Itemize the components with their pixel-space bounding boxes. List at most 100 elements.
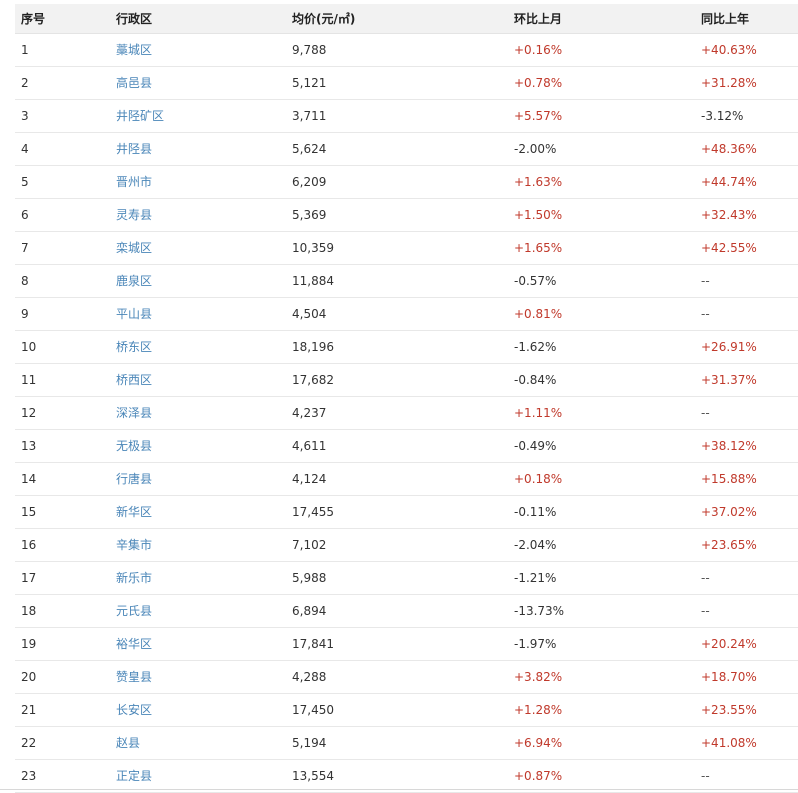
district-link[interactable]: 平山县: [110, 297, 286, 331]
district-link[interactable]: 元氏县: [110, 594, 286, 628]
table-row: 4 井陉县 5,624 -2.00% +48.36%: [15, 132, 798, 166]
header-year-change: 同比上年: [695, 4, 798, 34]
row-index: 10: [15, 330, 110, 364]
average-price: 17,450: [286, 693, 508, 727]
month-change: -1.21%: [508, 561, 695, 595]
row-index: 19: [15, 627, 110, 661]
district-link[interactable]: 赵县: [110, 726, 286, 760]
row-index: 8: [15, 264, 110, 298]
month-change: +1.11%: [508, 396, 695, 430]
district-link[interactable]: 新华区: [110, 495, 286, 529]
month-change: +1.65%: [508, 231, 695, 265]
month-change: -0.11%: [508, 495, 695, 529]
district-link[interactable]: 长安区: [110, 693, 286, 727]
table-row: 11 桥西区 17,682 -0.84% +31.37%: [15, 363, 798, 397]
row-index: 23: [15, 759, 110, 793]
table-row: 7 栾城区 10,359 +1.65% +42.55%: [15, 231, 798, 265]
table-row: 10 桥东区 18,196 -1.62% +26.91%: [15, 330, 798, 364]
year-change: +18.70%: [695, 660, 798, 694]
table-row: 20 赞皇县 4,288 +3.82% +18.70%: [15, 660, 798, 694]
month-change: +0.81%: [508, 297, 695, 331]
average-price: 17,682: [286, 363, 508, 397]
district-link[interactable]: 正定县: [110, 759, 286, 793]
year-change: +26.91%: [695, 330, 798, 364]
district-link[interactable]: 行唐县: [110, 462, 286, 496]
row-index: 16: [15, 528, 110, 562]
district-link[interactable]: 高邑县: [110, 66, 286, 100]
average-price: 4,237: [286, 396, 508, 430]
table-row: 22 赵县 5,194 +6.94% +41.08%: [15, 726, 798, 760]
table-row: 18 元氏县 6,894 -13.73% --: [15, 594, 798, 628]
district-link[interactable]: 深泽县: [110, 396, 286, 430]
month-change: +1.50%: [508, 198, 695, 232]
average-price: 11,884: [286, 264, 508, 298]
district-link[interactable]: 无极县: [110, 429, 286, 463]
row-index: 7: [15, 231, 110, 265]
table-row: 15 新华区 17,455 -0.11% +37.02%: [15, 495, 798, 529]
table-row: 3 井陉矿区 3,711 +5.57% -3.12%: [15, 99, 798, 133]
month-change: +0.87%: [508, 759, 695, 793]
month-change: -1.62%: [508, 330, 695, 364]
district-link[interactable]: 井陉县: [110, 132, 286, 166]
year-change: +23.55%: [695, 693, 798, 727]
district-link[interactable]: 晋州市: [110, 165, 286, 199]
average-price: 4,504: [286, 297, 508, 331]
row-index: 18: [15, 594, 110, 628]
table-row: 8 鹿泉区 11,884 -0.57% --: [15, 264, 798, 298]
year-change: +40.63%: [695, 33, 798, 67]
year-change: --: [695, 264, 798, 298]
average-price: 4,124: [286, 462, 508, 496]
bottom-divider: [0, 789, 798, 790]
average-price: 17,455: [286, 495, 508, 529]
district-link[interactable]: 裕华区: [110, 627, 286, 661]
month-change: +5.57%: [508, 99, 695, 133]
header-month-change: 环比上月: [508, 4, 695, 34]
year-change: +15.88%: [695, 462, 798, 496]
row-index: 3: [15, 99, 110, 133]
district-link[interactable]: 栾城区: [110, 231, 286, 265]
average-price: 10,359: [286, 231, 508, 265]
district-link[interactable]: 赞皇县: [110, 660, 286, 694]
district-link[interactable]: 桥西区: [110, 363, 286, 397]
year-change: --: [695, 759, 798, 793]
table-row: 9 平山县 4,504 +0.81% --: [15, 297, 798, 331]
row-index: 22: [15, 726, 110, 760]
district-link[interactable]: 辛集市: [110, 528, 286, 562]
year-change: +41.08%: [695, 726, 798, 760]
month-change: -13.73%: [508, 594, 695, 628]
table-body: 1 藁城区 9,788 +0.16% +40.63% 2 高邑县 5,121 +0.78% +31…: [15, 33, 798, 793]
district-link[interactable]: 灵寿县: [110, 198, 286, 232]
month-change: -0.49%: [508, 429, 695, 463]
district-link[interactable]: 藁城区: [110, 33, 286, 67]
year-change: --: [695, 297, 798, 331]
row-index: 2: [15, 66, 110, 100]
district-link[interactable]: 新乐市: [110, 561, 286, 595]
month-change: -0.84%: [508, 363, 695, 397]
year-change: +48.36%: [695, 132, 798, 166]
average-price: 6,894: [286, 594, 508, 628]
table-row: 21 长安区 17,450 +1.28% +23.55%: [15, 693, 798, 727]
row-index: 11: [15, 363, 110, 397]
header-district: 行政区: [110, 4, 286, 34]
table-row: 23 正定县 13,554 +0.87% --: [15, 759, 798, 793]
header-average-price: 均价(元/㎡): [286, 4, 508, 34]
district-link[interactable]: 鹿泉区: [110, 264, 286, 298]
year-change: -3.12%: [695, 99, 798, 133]
table-row: 12 深泽县 4,237 +1.11% --: [15, 396, 798, 430]
row-index: 9: [15, 297, 110, 331]
year-change: +23.65%: [695, 528, 798, 562]
district-link[interactable]: 井陉矿区: [110, 99, 286, 133]
average-price: 17,841: [286, 627, 508, 661]
average-price: 4,611: [286, 429, 508, 463]
row-index: 12: [15, 396, 110, 430]
row-index: 15: [15, 495, 110, 529]
district-link[interactable]: 桥东区: [110, 330, 286, 364]
year-change: +32.43%: [695, 198, 798, 232]
row-index: 20: [15, 660, 110, 694]
month-change: +1.63%: [508, 165, 695, 199]
table-row: 19 裕华区 17,841 -1.97% +20.24%: [15, 627, 798, 661]
average-price: 3,711: [286, 99, 508, 133]
month-change: +0.18%: [508, 462, 695, 496]
year-change: --: [695, 561, 798, 595]
table-row: 1 藁城区 9,788 +0.16% +40.63%: [15, 33, 798, 67]
